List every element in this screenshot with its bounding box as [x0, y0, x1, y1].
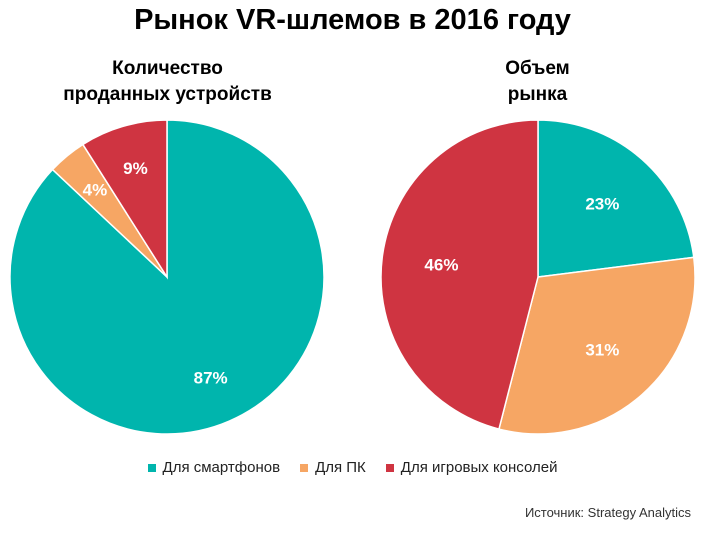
legend-swatch-consoles [385, 463, 394, 472]
market-label-consoles: 46% [424, 255, 458, 274]
chart-title: Рынок VR-шлемов в 2016 году [134, 4, 571, 36]
right-pie-title: Объем рынка [380, 56, 695, 108]
units-slice-consoles [81, 119, 168, 280]
right-pie-title-line-1: Объем [505, 58, 570, 79]
left-pie-title-line-2: проданных устройств [63, 84, 272, 105]
market-slice-pc [498, 256, 696, 435]
legend-label-smartphones: Для смартфонов [162, 459, 281, 476]
legend-label-consoles: Для игровых консолей [400, 459, 558, 476]
legend-item-consoles: Для игровых консолей [385, 459, 558, 476]
legend-item-smartphones: Для смартфонов [147, 459, 281, 476]
market-slice-smartphones [537, 119, 695, 278]
legend: Для смартфонов Для ПК Для игровых консол… [0, 459, 705, 476]
source-note: Источник: Strategy Analytics [524, 505, 691, 520]
right-pie-title-line-2: рынка [507, 84, 568, 105]
market-slice-consoles [380, 119, 539, 430]
left-pie-title-line-1: Количество [112, 58, 223, 79]
units-label-consoles: 9% [123, 159, 148, 178]
market-label-smartphones: 23% [585, 194, 619, 213]
units-label-pc: 4% [83, 180, 108, 199]
legend-label-pc: Для ПК [315, 459, 366, 476]
units-label-smartphones: 87% [194, 368, 228, 387]
legend-swatch-smartphones [147, 463, 156, 472]
legend-item-pc: Для ПК [300, 459, 366, 476]
left-pie-title: Количество проданных устройств [10, 56, 325, 108]
market-label-pc: 31% [585, 341, 619, 360]
legend-swatch-pc [300, 463, 309, 472]
